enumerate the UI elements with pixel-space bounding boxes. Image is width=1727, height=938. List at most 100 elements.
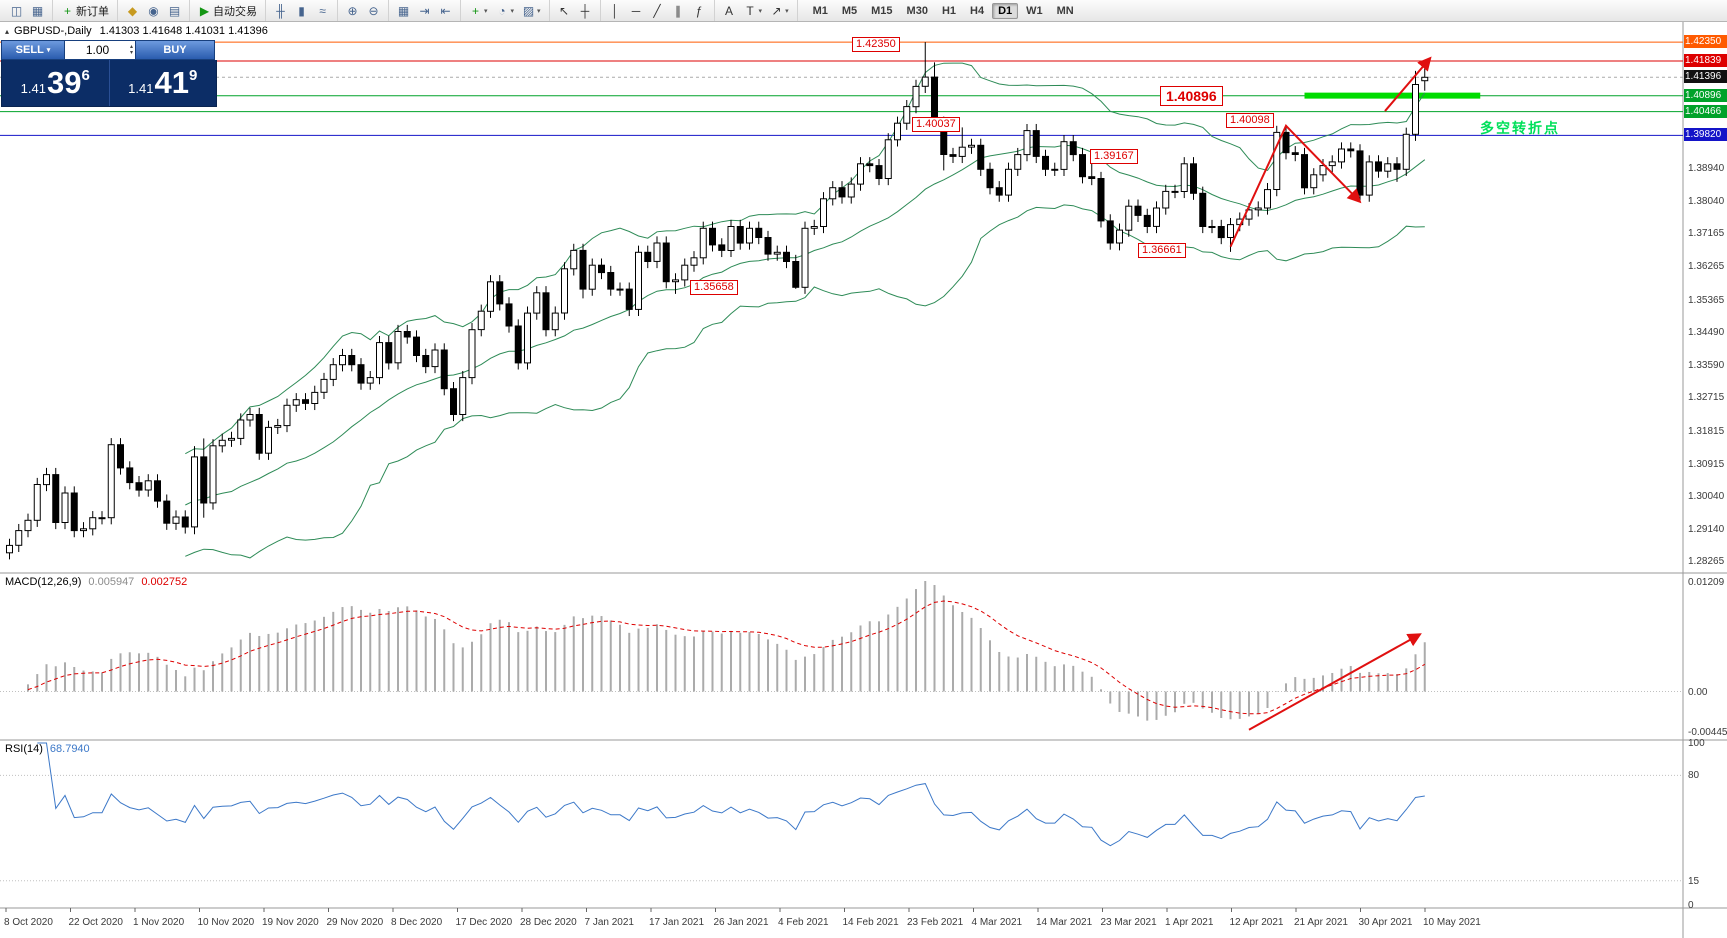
price-axis-tick: 1.38940 <box>1688 162 1725 174</box>
metaeditor-icon[interactable]: ◆ <box>122 2 143 20</box>
zoom-out-icon[interactable]: ⊖ <box>363 2 384 20</box>
channel-icon[interactable]: ∥ <box>668 2 689 20</box>
horizontal-line-icon[interactable]: ─ <box>626 2 647 20</box>
auto-scroll-icon[interactable]: ⇥ <box>414 2 435 20</box>
candle-body <box>1291 152 1299 155</box>
periods-glyph: ◔ <box>498 3 506 18</box>
bollinger-middle <box>185 144 1426 506</box>
text-icon[interactable]: A <box>719 2 740 20</box>
candle-body <box>154 480 161 502</box>
chart-shift-icon[interactable]: ⇤ <box>435 2 456 20</box>
candle-body <box>496 281 504 305</box>
buy-price-big: 41 <box>154 65 189 100</box>
candle-body <box>1421 76 1429 82</box>
one-click-collapse-icon[interactable]: ▴ <box>5 27 10 36</box>
volume-spinner[interactable]: ▴ ▾ <box>130 44 135 56</box>
bollinger-lower <box>185 204 1425 559</box>
candle-body <box>1365 161 1373 196</box>
candlestick-chart-icon[interactable]: ▮ <box>291 2 312 20</box>
turning-point-annotation[interactable]: 多空转折点 <box>1480 120 1560 136</box>
new-order-button[interactable]: + 新订单 <box>57 1 113 21</box>
mailbox-icon[interactable]: ▤ <box>164 2 185 20</box>
candle-body <box>570 249 578 270</box>
price-label-1.40037[interactable]: 1.40037 <box>912 117 960 132</box>
chart-window-icon[interactable]: ◫ <box>6 2 27 20</box>
trend-zigzag[interactable] <box>1229 124 1362 248</box>
templates-glyph: ▨ <box>522 3 535 18</box>
volume-up-icon[interactable]: ▴ <box>129 44 133 50</box>
candle-body <box>292 399 300 406</box>
volume-field[interactable]: 1.00 ▴ ▾ <box>65 40 136 60</box>
indicators-button-caret[interactable]: ▾ <box>484 7 488 15</box>
candle-body <box>135 482 143 491</box>
market-watch-icon[interactable]: ▦ <box>27 2 48 20</box>
tf-button-M5[interactable]: M5 <box>841 4 858 17</box>
date-label: 29 Nov 2020 <box>326 917 384 928</box>
text-label-icon[interactable]: T ▾ <box>740 2 767 20</box>
bar-chart-icon[interactable]: ╫ <box>270 2 291 20</box>
arrow-tool-icon-caret[interactable]: ▾ <box>785 7 789 15</box>
tf-button-MN[interactable]: MN <box>1056 4 1074 17</box>
candle-body <box>1356 150 1364 196</box>
candle-body <box>607 272 615 290</box>
candle-body <box>1143 214 1151 227</box>
tf-button-M15[interactable]: M15 <box>871 4 893 17</box>
price-label-1.40896[interactable]: 1.40896 <box>1160 86 1223 106</box>
tf-button-W1[interactable]: W1 <box>1026 4 1043 17</box>
tf-button-H4[interactable]: H4 <box>970 4 985 17</box>
macd-axis-tick: -0.00445 <box>1688 727 1727 738</box>
vertical-line-icon-glyph: │ <box>611 3 619 18</box>
alerts-icon[interactable]: ◉ <box>143 2 164 20</box>
zoom-in-icon[interactable]: ⊕ <box>342 2 363 20</box>
crosshair-icon[interactable]: ┼ <box>575 2 596 20</box>
candle-body <box>561 268 568 314</box>
candle-body <box>459 377 467 416</box>
sell-button[interactable]: SELL ▾ <box>1 40 65 60</box>
vertical-line-icon[interactable]: │ <box>605 2 626 20</box>
arrow-tool-icon[interactable]: ↗ ▾ <box>766 2 793 20</box>
price-label-1.35658[interactable]: 1.35658 <box>690 280 738 295</box>
candle-body <box>487 281 494 312</box>
rsi-axis-tick: 100 <box>1688 738 1705 749</box>
text-label-icon-caret[interactable]: ▾ <box>758 7 763 15</box>
templates-button[interactable]: ▨ ▾ <box>518 2 545 20</box>
price-badge-1.40896: 1.40896 <box>1684 88 1727 102</box>
tf-button-D1[interactable]: D1 <box>992 2 1019 19</box>
indicators-button[interactable]: + ▾ <box>465 2 492 20</box>
price-axis-tick: 1.30915 <box>1688 458 1725 470</box>
periods-button[interactable]: ◔ ▾ <box>492 2 519 20</box>
date-label: 8 Oct 2020 <box>4 917 53 928</box>
candle-body <box>894 122 901 141</box>
tf-button-H1[interactable]: H1 <box>941 4 957 17</box>
zoom-in-icon-glyph: ⊕ <box>347 3 358 18</box>
price-label-1.39167[interactable]: 1.39167 <box>1090 149 1138 164</box>
tf-button-M30[interactable]: M30 <box>906 4 928 17</box>
buy-price-display[interactable]: 1.41 41 9 <box>108 60 217 106</box>
periods-button-caret[interactable]: ▾ <box>510 7 515 15</box>
templates-button-caret[interactable]: ▾ <box>537 7 541 15</box>
price-label-1.36661[interactable]: 1.36661 <box>1138 243 1186 258</box>
trendline-icon[interactable]: ╱ <box>647 2 668 20</box>
buy-button[interactable]: BUY <box>136 40 215 60</box>
autotrading-button[interactable]: ▶ 自动交易 <box>194 1 261 21</box>
candle-body <box>736 226 744 244</box>
chart-shift-icon-glyph: ⇤ <box>440 3 451 18</box>
sell-price-display[interactable]: 1.41 39 6 <box>2 60 109 106</box>
line-chart-icon[interactable]: ≈ <box>312 2 333 20</box>
tf-button-M1[interactable]: M1 <box>812 4 828 17</box>
rally-arrow[interactable] <box>1384 56 1432 112</box>
price-label-1.42350[interactable]: 1.42350 <box>852 37 900 52</box>
price-label-1.40098[interactable]: 1.40098 <box>1226 113 1274 128</box>
candle-body <box>1069 141 1077 156</box>
candle-body <box>718 244 726 251</box>
tile-windows-icon[interactable]: ▦ <box>393 2 414 20</box>
candle-body <box>191 456 198 528</box>
fibonacci-icon[interactable]: ƒ <box>689 2 710 20</box>
cursor-icon[interactable]: ↖ <box>554 2 575 20</box>
candle-body <box>709 227 716 246</box>
macd-arrow[interactable] <box>1248 633 1422 731</box>
volume-down-icon[interactable]: ▾ <box>129 50 133 56</box>
